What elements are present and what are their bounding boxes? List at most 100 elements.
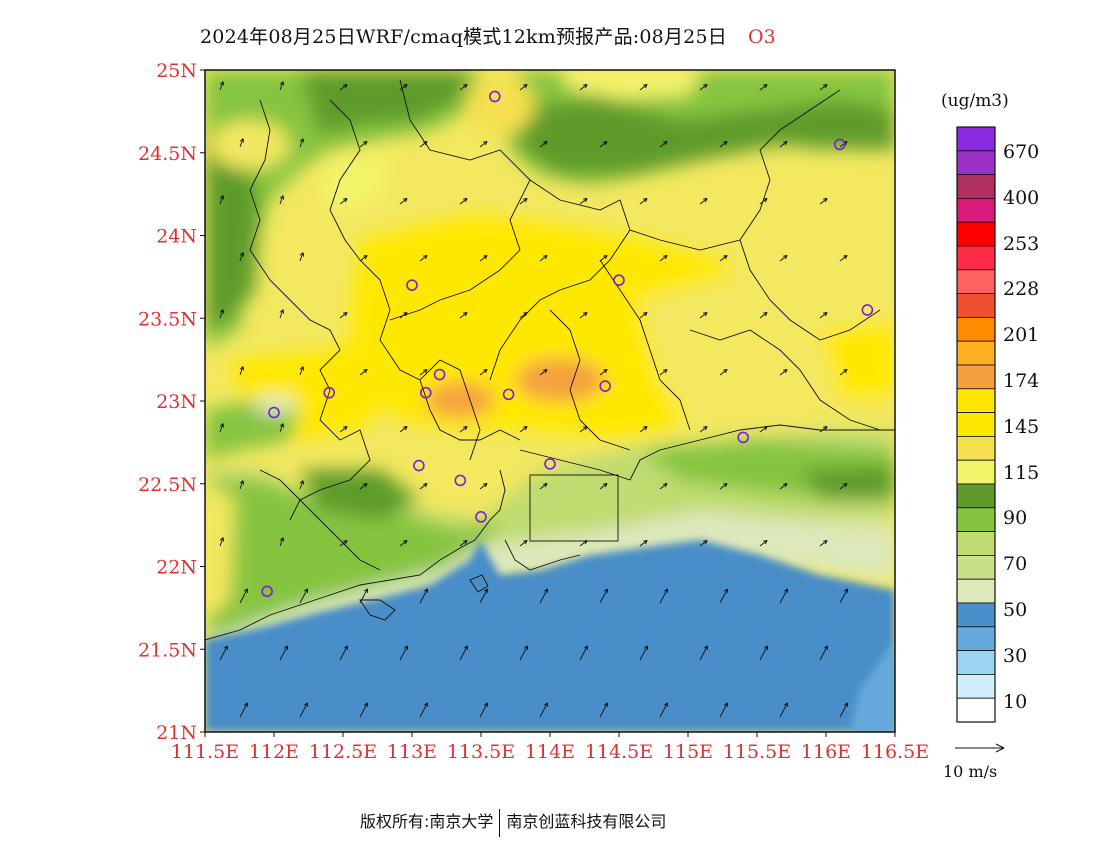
wind-arrow <box>359 369 368 376</box>
wind-arrow <box>839 702 848 718</box>
wind-arrow <box>579 645 588 661</box>
wind-arrow <box>839 483 848 490</box>
wind-arrow <box>219 309 225 319</box>
station-marker <box>502 388 515 401</box>
wind-arrow <box>479 702 488 718</box>
wind-arrow <box>819 312 828 319</box>
wind-arrow <box>279 309 285 319</box>
wind-arrow <box>719 588 728 604</box>
colorbar-swatch <box>956 650 996 675</box>
wind-arrow <box>299 252 305 262</box>
concentration-field <box>205 70 895 732</box>
longitude-label: 113.5E <box>447 741 515 763</box>
wind-arrow <box>419 588 428 604</box>
colorbar-swatch <box>956 507 996 532</box>
station-marker <box>599 380 612 392</box>
wind-arrow <box>239 702 248 718</box>
colorbar-label: 90 <box>1003 507 1028 530</box>
wind-arrow <box>459 645 468 661</box>
colorbar-swatch <box>956 174 996 199</box>
wind-arrow <box>339 645 348 661</box>
colorbar-label: 253 <box>1003 232 1040 255</box>
colorbar-swatch <box>956 459 996 485</box>
colorbar-swatch <box>956 697 996 723</box>
wind-arrow <box>399 312 408 319</box>
wind-arrow <box>759 312 768 319</box>
wind-arrow <box>699 426 708 433</box>
wind-arrow <box>639 540 648 547</box>
wind-arrow <box>579 312 588 319</box>
wind-arrow <box>719 141 728 148</box>
colorbar-swatch <box>956 626 996 651</box>
wind-arrow <box>399 84 408 91</box>
wind-arrow <box>779 483 788 490</box>
colorbar-swatch <box>956 435 996 461</box>
wind-arrow <box>599 588 608 604</box>
wind-arrow <box>539 483 548 490</box>
wind-arrow <box>419 369 428 376</box>
station-marker <box>475 511 487 523</box>
longitude-label: 113E <box>387 741 437 763</box>
wind-arrow <box>699 198 708 205</box>
colorbar-swatch <box>956 674 996 699</box>
station-marker <box>488 90 501 103</box>
wind-arrow <box>579 540 588 547</box>
station-marker <box>268 406 280 419</box>
wind-arrow <box>819 645 828 661</box>
colorbar-swatch <box>956 388 996 413</box>
wind-arrow <box>639 198 648 205</box>
station-marker <box>544 458 556 470</box>
wind-arrow <box>299 702 308 718</box>
wind-arrow <box>579 426 588 433</box>
colorbar-swatch <box>956 602 996 628</box>
wind-arrow <box>659 483 668 490</box>
wind-arrow <box>639 84 648 91</box>
wind-arrow <box>219 195 225 205</box>
wind-arrow <box>339 312 348 319</box>
wind-arrow <box>279 81 285 91</box>
latitude-label: 21N <box>156 722 197 744</box>
colorbar-swatch <box>956 412 996 437</box>
wind-arrow <box>759 426 768 433</box>
wind-arrow <box>459 426 468 433</box>
wind-arrow <box>599 483 608 490</box>
boundary-lines <box>205 79 895 641</box>
longitude-label: 112.5E <box>309 741 377 763</box>
colorbar-swatch <box>956 221 996 247</box>
wind-arrow <box>339 198 348 205</box>
wind-arrow <box>699 84 708 91</box>
wind-arrow <box>239 588 248 604</box>
colorbar-swatch <box>956 316 996 342</box>
wind-arrow <box>599 255 608 262</box>
wind-arrow <box>659 255 668 262</box>
station-markers <box>261 90 874 598</box>
colorbar-swatch <box>956 340 996 366</box>
latitude-label: 22.5N <box>138 474 197 496</box>
latitude-label: 22N <box>156 557 197 579</box>
station-marker <box>419 386 432 399</box>
wind-arrow <box>359 588 368 604</box>
wind-arrow <box>239 480 245 490</box>
wind-arrow <box>219 537 225 547</box>
wind-arrow <box>419 255 428 262</box>
wind-arrow <box>719 255 728 262</box>
wind-arrow <box>219 645 228 661</box>
wind-arrow <box>419 702 428 718</box>
wind-arrow <box>719 369 728 376</box>
chart-title: 2024年08月25日WRF/cmaq模式12km预报产品:08月25日 <box>200 26 727 48</box>
wind-arrow <box>659 588 668 604</box>
wind-arrow <box>519 84 528 91</box>
wind-arrow <box>459 312 468 319</box>
wind-arrow <box>479 255 488 262</box>
wind-arrow <box>599 369 608 376</box>
wind-arrow <box>359 141 368 148</box>
wind-arrow <box>399 540 408 547</box>
wind-arrow <box>819 426 828 433</box>
colorbar-swatch <box>956 293 996 318</box>
station-marker <box>833 138 846 151</box>
wind-arrow <box>719 483 728 490</box>
wind-arrow <box>779 255 788 262</box>
wind-arrow <box>779 141 788 148</box>
station-marker <box>323 386 336 399</box>
